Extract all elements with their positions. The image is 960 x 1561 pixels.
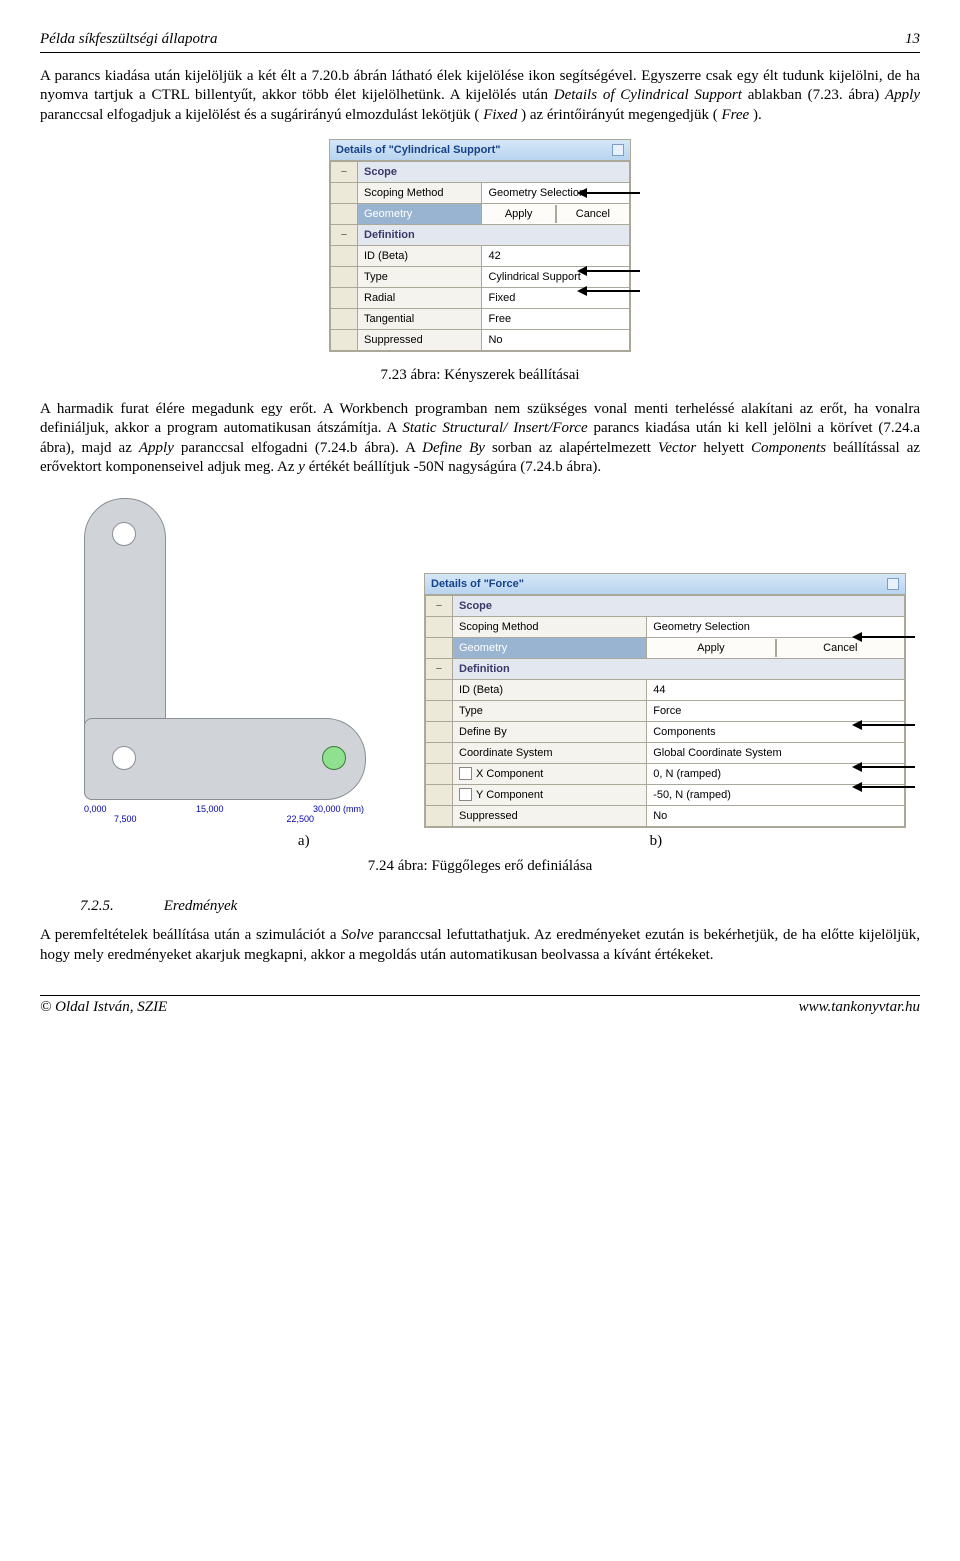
- collapse-icon[interactable]: −: [426, 595, 453, 616]
- paragraph-3: A peremfeltételek beállítása után a szim…: [40, 926, 920, 965]
- footer-right: www.tankonyvtar.hu: [799, 998, 920, 1018]
- header-right: 13: [905, 30, 920, 50]
- row-geometry[interactable]: Geometry: [453, 637, 647, 658]
- properties-table: −Scope Scoping MethodGeometry Selection …: [425, 595, 905, 827]
- annotation-arrow: [855, 766, 915, 768]
- apply-button[interactable]: Apply: [482, 205, 555, 223]
- row-y-component: Y Component: [453, 784, 647, 805]
- scale-minor: 7,500 22,500: [114, 814, 314, 826]
- subfigure-labels: a) b): [40, 832, 920, 852]
- details-force-panel: Details of "Force" −Scope Scoping Method…: [424, 573, 906, 828]
- collapse-icon[interactable]: −: [331, 162, 358, 183]
- geometry-viewport[interactable]: 0,000 15,000 30,000 (mm) 7,500 22,500: [54, 488, 394, 828]
- row-suppressed: Suppressed: [358, 330, 482, 351]
- panel-title: Details of "Force": [425, 574, 905, 595]
- row-id: ID (Beta): [358, 246, 482, 267]
- details-cylindrical-support-panel: Details of "Cylindrical Support" −Scope …: [329, 139, 631, 352]
- collapse-icon[interactable]: −: [426, 658, 453, 679]
- row-suppressed: Suppressed: [453, 805, 647, 826]
- row-geometry[interactable]: Geometry: [358, 204, 482, 225]
- figure-caption-723: 7.23 ábra: Kényszerek beállításai: [40, 366, 920, 386]
- annotation-arrow: [580, 290, 640, 292]
- hole-1: [112, 522, 136, 546]
- annotation-arrow: [580, 192, 640, 194]
- pin-icon[interactable]: [887, 578, 899, 590]
- annotation-arrow: [580, 270, 640, 272]
- hole-3-selected: [322, 746, 346, 770]
- cancel-button[interactable]: Cancel: [556, 205, 629, 223]
- row-define-by: Define By: [453, 721, 647, 742]
- paragraph-1: A parancs kiadása után kijelöljük a két …: [40, 67, 920, 126]
- figure-caption-724: 7.24 ábra: Függőleges erő definiálása: [40, 857, 920, 877]
- hole-2: [112, 746, 136, 770]
- row-type: Type: [358, 267, 482, 288]
- annotation-arrow: [855, 636, 915, 638]
- row-type: Type: [453, 700, 647, 721]
- row-scoping-method: Scoping Method: [453, 616, 647, 637]
- pin-icon[interactable]: [612, 144, 624, 156]
- panel-title: Details of "Cylindrical Support": [330, 140, 630, 161]
- page-header: Példa síkfeszültségi állapotra 13: [40, 30, 920, 53]
- page-footer: © Oldal István, SZIE www.tankonyvtar.hu: [40, 995, 920, 1018]
- apply-button[interactable]: Apply: [647, 639, 775, 657]
- row-scoping-method: Scoping Method: [358, 183, 482, 204]
- checkbox-icon[interactable]: [459, 788, 472, 801]
- row-radial: Radial: [358, 288, 482, 309]
- row-id: ID (Beta): [453, 679, 647, 700]
- cancel-button[interactable]: Cancel: [776, 639, 904, 657]
- annotation-arrow: [855, 724, 915, 726]
- section-heading: 7.2.5. Eredmények: [80, 897, 920, 917]
- footer-left: © Oldal István, SZIE: [40, 998, 167, 1018]
- paragraph-2: A harmadik furat élére megadunk egy erőt…: [40, 400, 920, 478]
- row-x-component: X Component: [453, 763, 647, 784]
- checkbox-icon[interactable]: [459, 767, 472, 780]
- row-coordinate-system: Coordinate System: [453, 742, 647, 763]
- collapse-icon[interactable]: −: [331, 225, 358, 246]
- annotation-arrow: [855, 786, 915, 788]
- header-left: Példa síkfeszültségi állapotra: [40, 30, 218, 50]
- row-tangential: Tangential: [358, 309, 482, 330]
